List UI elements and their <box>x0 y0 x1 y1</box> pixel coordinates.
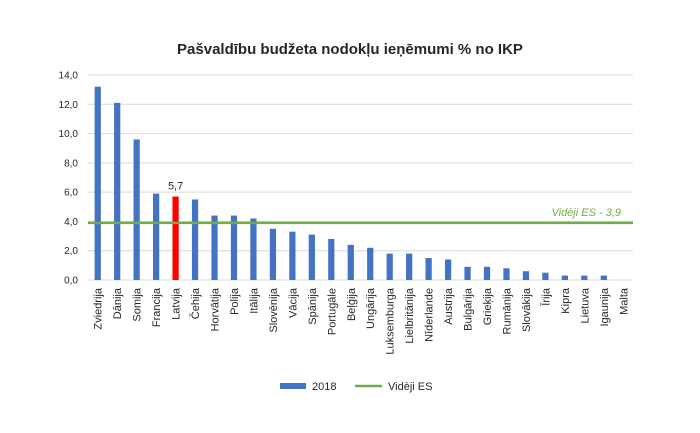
x-tick-label: Vācija <box>287 287 299 318</box>
x-tick-label: Slovēnija <box>268 287 280 333</box>
bar-15 <box>386 253 393 280</box>
bar-5 <box>191 199 199 280</box>
x-tick-label: Portugāle <box>326 288 338 335</box>
x-tick-label: Igaunija <box>599 287 611 326</box>
average-annotation: Vidēji ES - 3,9 <box>551 207 621 219</box>
x-tick-label: Bulgārija <box>463 287 475 331</box>
data-label-highlight: 5,7 <box>168 181 183 193</box>
legend-swatch-2018 <box>280 383 306 389</box>
legend-label-average: Vidēji ES <box>388 381 432 393</box>
bar-0 <box>94 86 101 280</box>
chart-title: Pašvaldību budžeta nodokļu ieņēmumi % no… <box>177 41 523 58</box>
x-axis-ticks: Zviedrija Dānija Somija Francija Latvija Čehi… <box>93 287 631 355</box>
x-tick-label: Čehija <box>189 287 202 319</box>
bar-6 <box>211 215 218 280</box>
bar-18 <box>444 259 452 280</box>
bar-7 <box>230 215 238 280</box>
bar-25 <box>581 275 588 280</box>
x-tick-label: Slovākija <box>521 287 533 332</box>
bar-26 <box>600 275 607 280</box>
x-tick-label: Īrija <box>540 287 552 306</box>
bars: 5,7 <box>94 86 607 280</box>
x-tick-label: Rumānija <box>501 287 513 334</box>
bar-3 <box>153 193 160 280</box>
bar-13 <box>347 244 354 280</box>
bar-21 <box>503 268 510 280</box>
y-tick-label: 4,0 <box>64 217 78 228</box>
y-tick-label: 14,0 <box>59 71 79 82</box>
bar-24 <box>561 275 568 280</box>
x-tick-label: Somija <box>132 287 144 322</box>
x-tick-label: Francija <box>151 287 163 327</box>
y-tick-label: 6,0 <box>64 188 78 199</box>
x-tick-label: Nīderlande <box>424 288 436 342</box>
x-tick-label: Lielbritānija <box>404 287 416 344</box>
y-tick-label: 0,0 <box>64 276 78 287</box>
bar-23 <box>542 272 549 280</box>
bar-14 <box>367 247 374 280</box>
x-tick-label: Ungārija <box>365 287 377 329</box>
x-tick-label: Kipra <box>560 287 572 314</box>
bar-9 <box>269 228 277 280</box>
x-tick-label: Zviedrija <box>93 287 105 329</box>
bar-17 <box>425 258 432 280</box>
bar-12 <box>328 239 335 280</box>
bar-1 <box>114 102 121 280</box>
bar-2 <box>133 139 140 280</box>
x-tick-label: Itālija <box>248 287 260 314</box>
x-tick-label: Luksemburga <box>385 287 397 355</box>
x-tick-label: Polija <box>229 287 241 315</box>
gridlines <box>88 74 633 281</box>
x-tick-label: Latvija <box>171 287 183 320</box>
x-tick-label: Horvātija <box>210 287 222 331</box>
y-tick-label: 8,0 <box>64 158 78 169</box>
bar-4 <box>172 196 179 280</box>
x-tick-label: Beļģija <box>345 287 358 321</box>
bar-16 <box>406 253 413 280</box>
bar-11 <box>308 234 315 280</box>
bar-22 <box>522 271 530 280</box>
bar-8 <box>250 218 257 280</box>
x-tick-label: Grieķija <box>482 287 494 325</box>
x-tick-label: Malta <box>618 287 630 315</box>
legend: 2018 Vidēji ES <box>280 381 432 393</box>
y-tick-label: 2,0 <box>64 246 78 257</box>
legend-label-2018: 2018 <box>312 381 336 393</box>
bar-10 <box>289 231 296 280</box>
y-tick-label: 10,0 <box>59 129 79 140</box>
y-tick-label: 12,0 <box>59 100 79 111</box>
average-line-group: Vidēji ES - 3,9 <box>88 207 633 225</box>
x-tick-label: Spānija <box>307 287 319 325</box>
bar-20 <box>483 266 491 280</box>
y-axis-ticks: 0,0 2,0 4,0 6,0 8,0 10,0 12,0 14,0 <box>59 71 79 287</box>
x-tick-label: Dānija <box>112 287 124 319</box>
x-tick-label: Lietuva <box>579 287 591 323</box>
bar-19 <box>464 266 471 280</box>
x-tick-label: Austrija <box>443 287 455 325</box>
